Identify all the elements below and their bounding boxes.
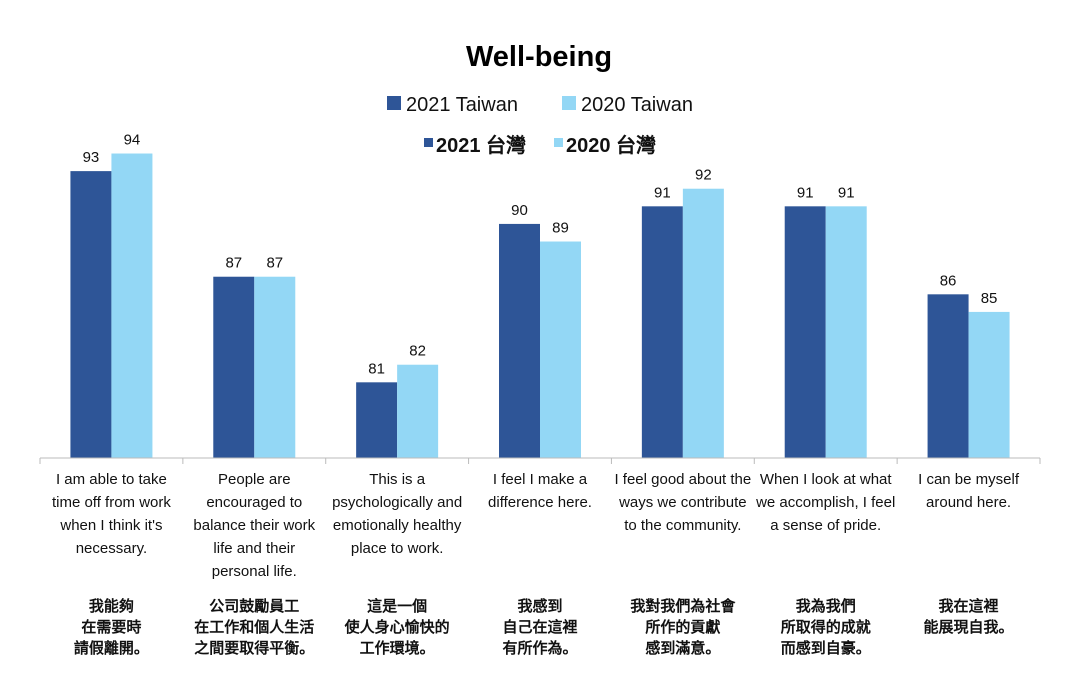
bar-2020-taiwan — [111, 153, 153, 458]
category-label-zh: 公司鼓勵員工 在工作和個人生活 之間要取得平衡。 — [179, 596, 329, 659]
bar-2021-taiwan — [70, 171, 112, 458]
legend-label-2020: 2020 Taiwan — [581, 94, 693, 116]
bar-2020-taiwan — [540, 241, 581, 458]
category-label: I am able to take time off from work whe… — [51, 471, 171, 557]
legend-swatch-2021-zh — [424, 138, 433, 147]
category-label-zh-line: 能展現自我。 — [923, 619, 1014, 636]
category-label-zh-line: 我感到 — [517, 598, 563, 615]
data-label: 89 — [552, 220, 569, 237]
category-label-zh: 我為我們所取得的成就 而感到自豪。 — [751, 596, 901, 659]
data-label: 91 — [654, 184, 671, 201]
category-label-zh: 我對我們為社會 所作的貢獻感到滿意。 — [608, 596, 758, 659]
data-label: 91 — [838, 184, 855, 201]
bar-2021-taiwan — [356, 382, 398, 458]
data-label: 92 — [695, 167, 712, 184]
data-label: 82 — [409, 343, 426, 360]
category-label-zh-line: 在需要時 — [81, 619, 142, 636]
bar-2021-taiwan — [784, 206, 826, 458]
data-label: 94 — [124, 132, 141, 149]
category-label-zh-line: 感到滿意。 — [645, 640, 721, 657]
legend-label-2021: 2021 Taiwan — [406, 94, 518, 116]
category-label-zh-line: 我能夠 — [88, 598, 134, 615]
data-label: 85 — [981, 290, 998, 307]
legend-swatch-2020 — [562, 96, 576, 110]
legend-label-2020-zh: 2020 台灣 — [566, 133, 656, 157]
bar-2020-taiwan — [968, 311, 1010, 458]
bar-2021-taiwan — [927, 294, 969, 458]
category-label-zh-line: 我在這裡 — [938, 598, 999, 615]
category-label-zh-line: 之間要取得平衡。 — [194, 640, 315, 657]
legend: 2021 Taiwan 2020 Taiwan 2021 台灣 2020 台灣 — [387, 94, 693, 157]
category-label-zh-line: 我為我們 — [795, 598, 856, 615]
bar-2021-taiwan — [641, 206, 683, 458]
category-label-zh-line: 工作環境。 — [359, 640, 435, 657]
data-label: 93 — [83, 149, 100, 166]
category-label-zh-line: 這是一個 — [367, 598, 428, 615]
bar-2021-taiwan — [213, 276, 255, 458]
data-label: 81 — [368, 360, 385, 377]
category-label: People are encouraged to balance their w… — [193, 471, 316, 580]
category-label-zh-line: 我對我們為社會 — [630, 598, 736, 615]
chart-title: Well-being — [466, 41, 612, 73]
bar-2020-taiwan — [825, 206, 867, 458]
category-label: I can be myself around here. — [918, 471, 1019, 511]
bar-2021-taiwan — [499, 223, 540, 458]
legend-swatch-2021 — [387, 96, 401, 110]
category-label: This is a psychologically and emotionall… — [332, 471, 463, 557]
legend-label-2021-zh: 2021 台灣 — [436, 133, 526, 157]
category-label-zh: 這是一個使人身心愉快的 工作環境。 — [322, 596, 472, 659]
category-label: When I look at what we accomplish, I fee… — [756, 471, 896, 534]
category-label-zh-line: 所作的貢獻 — [645, 619, 721, 636]
data-label: 90 — [511, 202, 528, 219]
bar-2020-taiwan — [254, 276, 296, 458]
legend-swatch-2020-zh — [554, 138, 563, 147]
category-label-zh: 我能夠在需要時請假離開。 — [36, 596, 186, 659]
category-label-zh: 我在這裡能展現自我。 — [894, 596, 1044, 638]
category-label: I feel good about the ways we contribute… — [614, 471, 752, 534]
bar-2020-taiwan — [397, 364, 439, 458]
bar-2020-taiwan — [682, 188, 724, 458]
data-label: 86 — [940, 272, 957, 289]
data-label: 87 — [225, 255, 242, 272]
category-label-zh-line: 公司鼓勵員工 — [209, 598, 300, 615]
category-label-zh-line: 所取得的成就 — [780, 619, 871, 636]
data-label: 91 — [797, 184, 814, 201]
category-label: I feel I make a difference here. — [488, 471, 592, 511]
category-label-zh-line: 使人身心愉快的 — [344, 619, 450, 636]
category-label-zh-line: 請假離開。 — [73, 640, 149, 657]
category-label-zh-line: 自己在這裡 — [502, 619, 578, 636]
category-label-zh: 我感到自己在這裡有所作為。 — [465, 596, 615, 659]
category-label-zh-line: 有所作為。 — [502, 640, 578, 657]
category-label-zh-line: 在工作和個人生活 — [194, 619, 315, 636]
data-label: 87 — [266, 255, 283, 272]
category-label-zh-line: 而感到自豪。 — [780, 640, 871, 657]
